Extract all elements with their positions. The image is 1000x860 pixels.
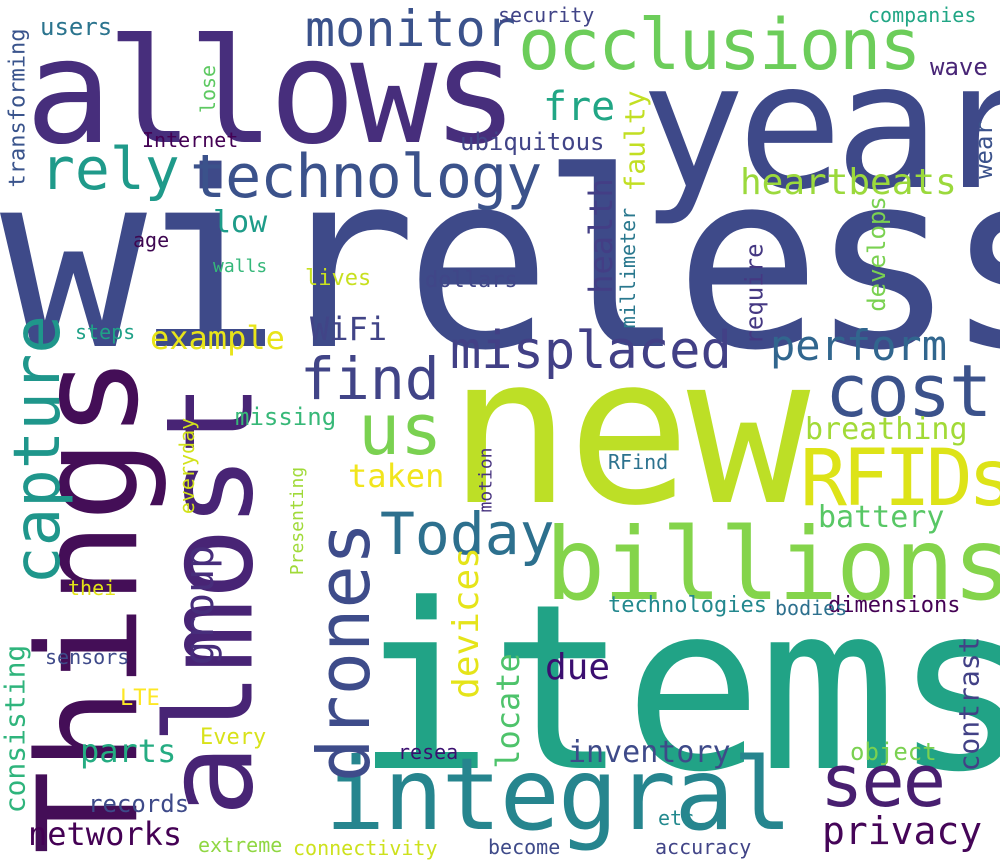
word-rfind: RFind	[608, 450, 669, 474]
word-taken: taken	[348, 457, 445, 495]
word-motion: motion	[475, 447, 497, 513]
word-wireless: wireless	[0, 120, 1000, 404]
word-health: health	[581, 178, 620, 294]
word-privacy: privacy	[822, 809, 983, 853]
word-bodies: bodies	[775, 596, 848, 620]
word-etc: etc	[658, 806, 695, 830]
word-networks: networks	[28, 815, 183, 853]
word-transforming: transforming	[5, 28, 31, 188]
word-perform: perform	[770, 321, 948, 370]
word-cost: cost	[825, 349, 992, 433]
word-wifi: WiFi	[310, 310, 388, 348]
word-presenting: Presenting	[287, 466, 309, 576]
word-require: require	[740, 243, 769, 345]
word-extreme: extreme	[198, 833, 283, 857]
word-records: records	[88, 790, 190, 818]
word-us: us	[358, 389, 443, 471]
word-rely: rely	[40, 135, 180, 203]
word-dollars: dollars	[425, 268, 518, 293]
word-become: become	[488, 835, 561, 859]
word-parts: parts	[80, 732, 177, 770]
word-technologies: technologies	[608, 593, 767, 618]
word-allows: allows	[25, 8, 519, 177]
word-connectivity: connectivity	[293, 836, 438, 860]
word-inventory: inventory	[568, 735, 731, 770]
word-lte: LTE	[120, 686, 160, 711]
word-accuracy: accuracy	[655, 835, 752, 859]
word-occlusions: occlusions	[518, 4, 921, 86]
word-consisting: consisting	[0, 644, 32, 814]
word-breathing: breathing	[805, 412, 968, 447]
word-companies: companies	[868, 3, 977, 27]
word-internet: Internet	[142, 128, 239, 152]
word-users: users	[40, 13, 113, 41]
word-thei: thei	[68, 576, 117, 600]
word-missing: missing	[235, 403, 337, 431]
word-dimensions: dimensions	[828, 593, 961, 618]
word-millimeter: millimeter	[616, 207, 641, 329]
word-capture: capture	[0, 315, 75, 585]
word-integral: integral	[325, 736, 793, 853]
word-object: object	[850, 738, 937, 766]
word-develops: develops	[862, 196, 891, 312]
word-devices: devices	[445, 547, 487, 699]
word-heartbeats: heartbeats	[740, 162, 957, 203]
word-security: security	[498, 3, 595, 27]
word-lose: lose	[196, 64, 221, 114]
word-age: age	[133, 228, 170, 252]
word-contrast: contrast	[952, 636, 986, 772]
word-items: items	[355, 556, 1000, 823]
word-wave: wave	[930, 53, 988, 81]
word-locate: locate	[488, 653, 527, 769]
word-billions: billions	[545, 506, 1000, 623]
word-misplaced: misplaced	[450, 321, 732, 381]
word-ubiquitous: ubiquitous	[460, 128, 605, 156]
word-everyday: everyday	[175, 417, 200, 515]
word-fre: fre	[543, 84, 616, 130]
word-steps: steps	[75, 320, 136, 344]
word-lives: lives	[305, 266, 372, 291]
word-every: Every	[200, 725, 267, 750]
word-due: due	[545, 647, 611, 688]
word-example: example	[150, 319, 285, 357]
word-wear: wear	[969, 121, 998, 179]
word-new: new	[448, 313, 810, 551]
word-rfids: RFIDs	[800, 434, 1000, 524]
word-today: Today	[380, 500, 555, 568]
word-year: year	[640, 26, 1000, 229]
word-resea: resea	[398, 740, 459, 764]
word-low: low	[213, 205, 268, 240]
word-group: group	[177, 544, 224, 666]
word-see: see	[820, 739, 946, 823]
word-find: find	[300, 345, 440, 413]
word-drones: drones	[302, 521, 387, 783]
word-sensors: sensors	[45, 645, 130, 669]
word-technology: technology	[190, 142, 542, 212]
word-faulty: faulty	[618, 90, 652, 192]
word-walls: walls	[213, 256, 268, 277]
word-battery: battery	[818, 500, 945, 535]
word-monitor: monitor	[305, 0, 516, 58]
